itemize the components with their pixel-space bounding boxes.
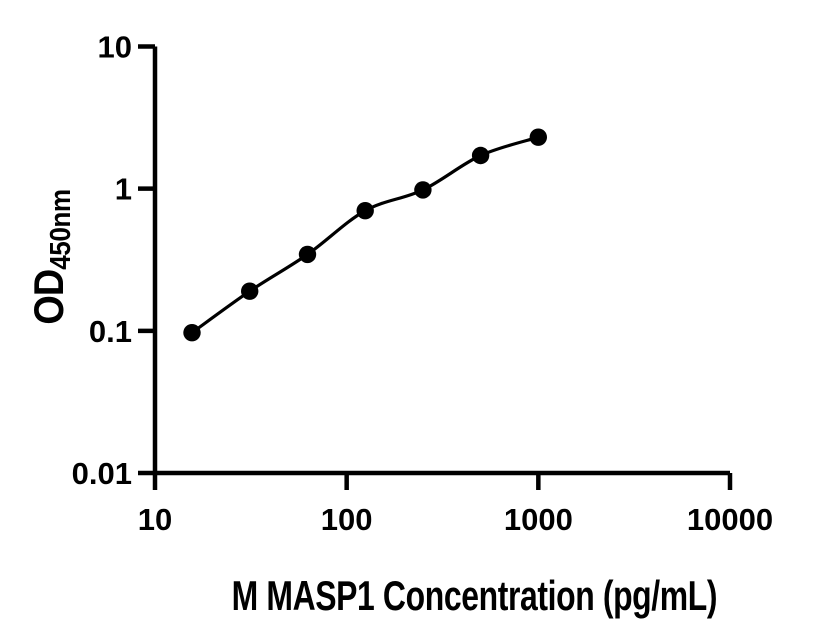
x-tick-label: 100 bbox=[321, 502, 373, 537]
data-point-marker bbox=[529, 128, 547, 146]
y-axis-title: OD450nm bbox=[25, 189, 77, 325]
x-tick-label: 1000 bbox=[504, 502, 573, 537]
x-tick-label: 10000 bbox=[687, 502, 773, 537]
data-point-marker bbox=[471, 146, 490, 165]
x-tick-label: 10 bbox=[138, 502, 172, 537]
y-axis-title-subscript: 450nm bbox=[45, 189, 77, 270]
y-tick-label: 10 bbox=[98, 30, 132, 65]
x-axis-title: M MASP1 Concentration (pg/mL) bbox=[155, 575, 730, 617]
x-axis-title-text: M MASP1 Concentration (pg/mL) bbox=[231, 572, 718, 619]
data-point-marker bbox=[356, 202, 374, 220]
data-point-marker bbox=[414, 181, 432, 199]
y-tick-label: 0.1 bbox=[89, 314, 132, 349]
axis-frame bbox=[152, 46, 730, 476]
y-tick-label: 1 bbox=[115, 172, 132, 207]
y-axis-title-main: OD bbox=[25, 269, 72, 325]
standard-curve-line bbox=[190, 135, 540, 335]
y-tick-label: 0.01 bbox=[72, 456, 132, 491]
data-point-marker bbox=[241, 282, 259, 300]
data-point-marker bbox=[298, 245, 317, 264]
data-point-marker bbox=[183, 324, 201, 342]
